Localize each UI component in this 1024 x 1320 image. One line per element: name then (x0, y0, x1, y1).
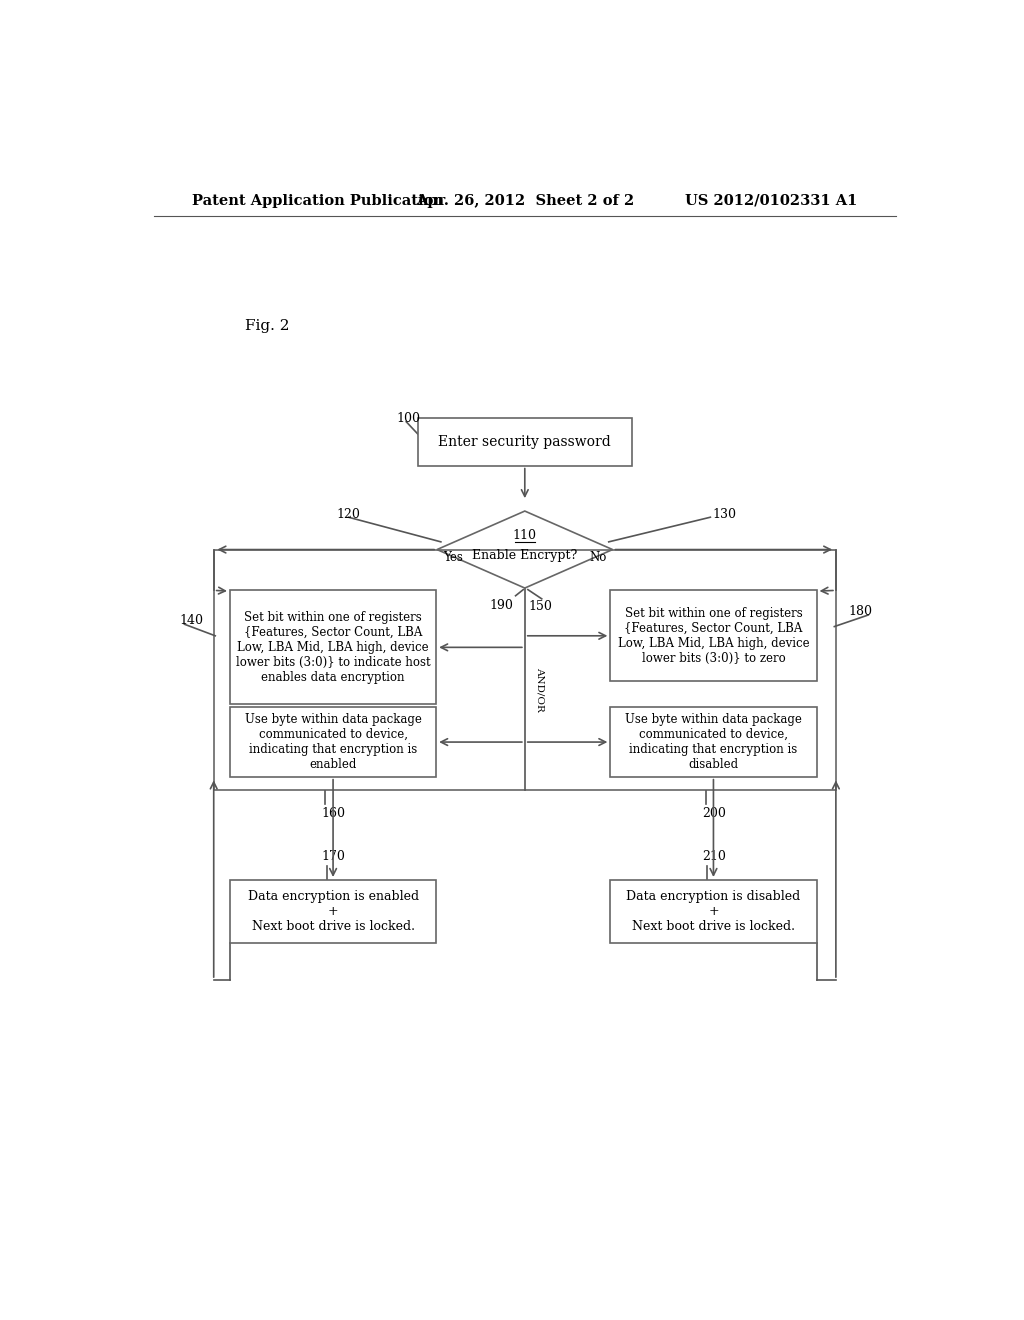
FancyBboxPatch shape (230, 590, 436, 705)
FancyBboxPatch shape (610, 708, 816, 776)
Text: 200: 200 (701, 807, 726, 820)
Text: 100: 100 (396, 412, 420, 425)
Text: No: No (589, 550, 606, 564)
Text: 160: 160 (322, 807, 345, 820)
FancyBboxPatch shape (230, 880, 436, 942)
Text: 210: 210 (701, 850, 726, 863)
Text: 190: 190 (489, 599, 513, 612)
Text: US 2012/0102331 A1: US 2012/0102331 A1 (685, 194, 857, 207)
Text: 130: 130 (713, 508, 736, 520)
Text: 180: 180 (849, 605, 872, 618)
Text: 110: 110 (513, 529, 537, 543)
Text: Data encryption is disabled
+
Next boot drive is locked.: Data encryption is disabled + Next boot … (627, 890, 801, 933)
Text: 170: 170 (322, 850, 345, 863)
Text: Patent Application Publication: Patent Application Publication (193, 194, 444, 207)
Text: Data encryption is enabled
+
Next boot drive is locked.: Data encryption is enabled + Next boot d… (248, 890, 419, 933)
Text: Set bit within one of registers
{Features, Sector Count, LBA
Low, LBA Mid, LBA h: Set bit within one of registers {Feature… (236, 611, 430, 684)
FancyBboxPatch shape (610, 880, 816, 942)
Text: Enter security password: Enter security password (438, 434, 611, 449)
Text: Yes: Yes (443, 550, 463, 564)
Text: 150: 150 (528, 601, 553, 614)
Text: Enable Encrypt?: Enable Encrypt? (472, 549, 578, 562)
Text: 120: 120 (337, 508, 360, 520)
Text: Fig. 2: Fig. 2 (245, 319, 289, 333)
FancyBboxPatch shape (230, 708, 436, 776)
Text: Set bit within one of registers
{Features, Sector Count, LBA
Low, LBA Mid, LBA h: Set bit within one of registers {Feature… (617, 607, 809, 665)
Text: Apr. 26, 2012  Sheet 2 of 2: Apr. 26, 2012 Sheet 2 of 2 (416, 194, 634, 207)
FancyBboxPatch shape (610, 590, 816, 681)
Text: Use byte within data package
communicated to device,
indicating that encryption : Use byte within data package communicate… (625, 713, 802, 771)
Text: 140: 140 (179, 614, 203, 627)
Text: AND/OR: AND/OR (536, 667, 545, 711)
Text: Use byte within data package
communicated to device,
indicating that encryption : Use byte within data package communicate… (245, 713, 422, 771)
FancyBboxPatch shape (418, 418, 632, 466)
